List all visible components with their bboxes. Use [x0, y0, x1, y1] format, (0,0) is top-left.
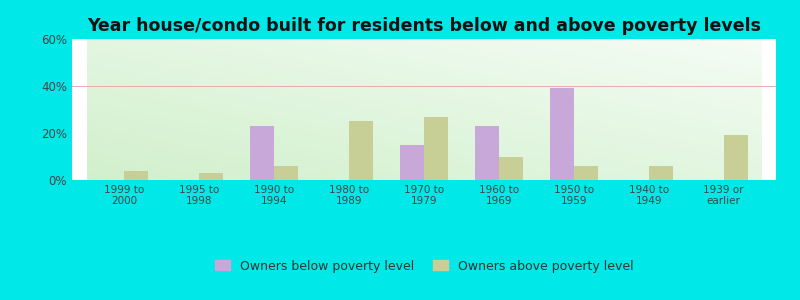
Bar — [349, 121, 373, 180]
Bar — [649, 166, 673, 180]
Bar — [424, 116, 448, 180]
Bar — [125, 171, 148, 180]
Bar — [723, 135, 747, 180]
Bar — [250, 126, 274, 180]
Title: Year house/condo built for residents below and above poverty levels: Year house/condo built for residents bel… — [87, 17, 761, 35]
Bar — [400, 145, 424, 180]
Bar — [475, 126, 499, 180]
Bar — [274, 166, 298, 180]
Bar — [199, 173, 223, 180]
Legend: Owners below poverty level, Owners above poverty level: Owners below poverty level, Owners above… — [214, 260, 634, 273]
Bar — [550, 88, 574, 180]
Bar — [499, 157, 523, 180]
Bar — [574, 166, 598, 180]
